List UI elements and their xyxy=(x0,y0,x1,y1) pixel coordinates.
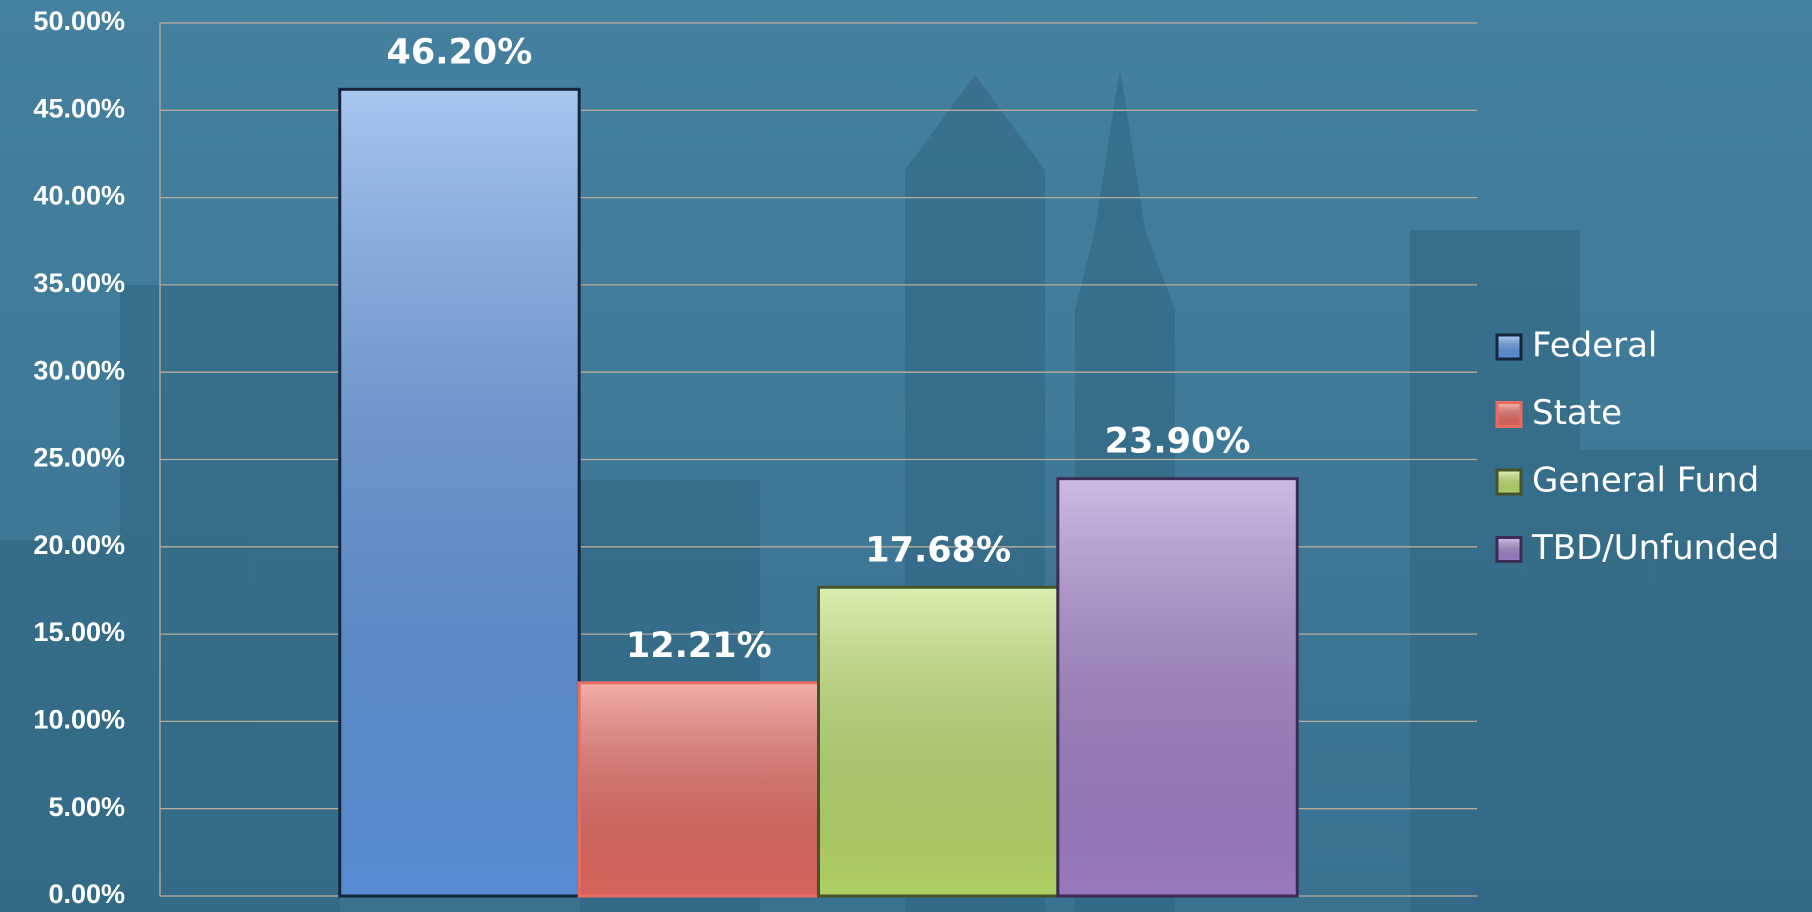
bar-shine xyxy=(341,91,577,895)
page: {"chart_data": { "type": "bar", "categor… xyxy=(0,0,1812,912)
chart: 0.00% 5.00% 10.00% 15.00% 20.00% 25.00% 30.00%… xyxy=(0,0,1812,912)
legend-swatch-shine xyxy=(1499,472,1520,493)
value-label: 46.20% xyxy=(387,32,533,72)
legend-label: General Fund xyxy=(1532,461,1759,501)
value-label: 12.21% xyxy=(626,626,772,666)
y-tick-label: 10.00% xyxy=(33,705,125,735)
y-tick-label: 20.00% xyxy=(33,530,125,560)
value-label: 17.68% xyxy=(865,530,1011,570)
legend-label: Federal xyxy=(1532,326,1657,366)
legend-swatch-shine xyxy=(1499,404,1520,425)
y-tick-label: 15.00% xyxy=(33,617,125,647)
y-tick-label: 5.00% xyxy=(48,792,125,822)
y-tick-label: 45.00% xyxy=(33,93,125,123)
bar-shine xyxy=(1059,480,1295,894)
legend-swatch-shine xyxy=(1499,539,1520,560)
y-tick-label: 25.00% xyxy=(33,443,125,473)
legend-label: State xyxy=(1532,393,1622,433)
bar-shine xyxy=(820,589,1056,895)
y-tick-label: 30.00% xyxy=(33,355,125,385)
y-tick-label: 40.00% xyxy=(33,181,125,211)
y-tick-label: 50.00% xyxy=(33,6,125,36)
y-tick-label: 35.00% xyxy=(33,268,125,298)
value-label: 23.90% xyxy=(1105,422,1251,462)
legend-swatch-shine xyxy=(1499,337,1520,358)
legend-label: TBD/Unfunded xyxy=(1531,528,1779,568)
bar-shine xyxy=(581,684,817,894)
y-tick-label: 0.00% xyxy=(48,879,125,909)
